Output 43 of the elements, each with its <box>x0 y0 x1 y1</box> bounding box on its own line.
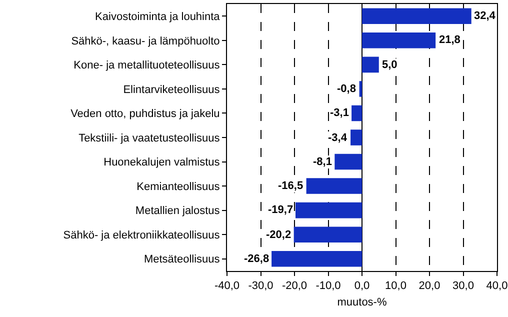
x-tick-label: 40,0 <box>486 280 508 292</box>
y-tick-label: Kone- ja metallituoteteollisuus <box>74 60 220 72</box>
data-label: -8,1 <box>313 156 332 168</box>
y-tick-label: Kaivostoiminta ja louhinta <box>95 10 221 23</box>
bar <box>362 8 472 24</box>
x-tick-label: 0,0 <box>354 280 370 292</box>
y-tick-label: Metsäteollisuus <box>144 254 220 266</box>
data-label: -26,8 <box>244 253 270 265</box>
bar <box>362 32 436 48</box>
bar <box>306 178 362 194</box>
x-tick-label: -40,0 <box>214 280 240 292</box>
y-tick-label: Veden otto, puhdistus ja jakelu <box>70 108 220 120</box>
data-label: -19,7 <box>268 204 294 216</box>
y-tick-label: Huonekalujen valmistus <box>104 156 220 169</box>
data-label: 32,4 <box>474 10 496 22</box>
y-tick-label: Kemianteollisuus <box>136 180 220 193</box>
data-label: 5,0 <box>382 59 398 71</box>
data-label: -3,1 <box>330 107 349 119</box>
bar <box>272 250 362 267</box>
x-tick-label: 30,0 <box>452 280 474 292</box>
y-tick-label: Sähkö-, kaasu- ja lämpöhuolto <box>71 35 220 48</box>
bar <box>334 154 362 170</box>
data-label: -0,8 <box>337 83 356 95</box>
y-tick-label: Metallien jalostus <box>135 205 220 218</box>
bar <box>359 81 362 97</box>
x-tick-label: -30,0 <box>248 280 274 292</box>
data-label: -16,5 <box>278 180 304 192</box>
y-tick-label: Tekstiili- ja vaatetusteollisuus <box>78 132 220 144</box>
bar <box>294 226 362 242</box>
bar <box>350 130 362 146</box>
y-tick-label: Sähkö- ja elektroniikkateollisuus <box>63 229 220 242</box>
x-tick-label: -20,0 <box>282 280 308 292</box>
x-tick-label: 20,0 <box>418 280 440 292</box>
data-label: 21,8 <box>439 34 460 46</box>
bar <box>362 56 379 73</box>
x-tick-label: -10,0 <box>316 280 341 292</box>
x-tick-label: 10,0 <box>385 280 406 292</box>
bar <box>352 105 362 122</box>
data-label: -20,2 <box>266 229 292 241</box>
x-axis-title: muutos-% <box>337 296 387 308</box>
y-tick-label: Elintarviketeollisuus <box>123 84 220 96</box>
bar <box>296 202 362 218</box>
data-label: -3,4 <box>328 132 348 144</box>
